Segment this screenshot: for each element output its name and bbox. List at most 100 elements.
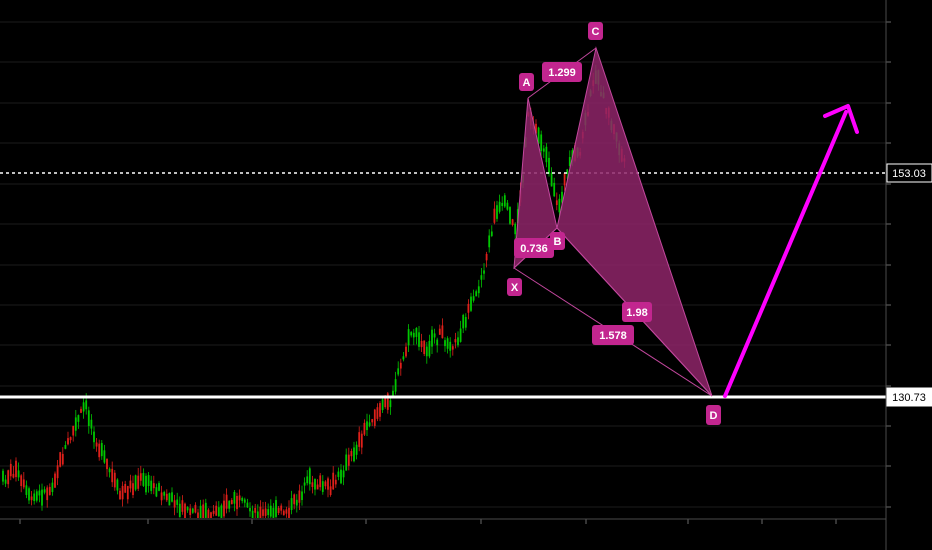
candle-body: [540, 134, 543, 152]
candle-body: [176, 499, 179, 505]
candle-body: [319, 475, 322, 488]
candle-body: [303, 482, 306, 486]
candle-body: [496, 205, 498, 219]
candle-body: [314, 479, 316, 490]
candle-body: [415, 327, 418, 337]
candle-body: [407, 329, 410, 346]
candle-body: [35, 491, 38, 501]
candle-body: [485, 253, 488, 261]
candle-body: [38, 490, 41, 496]
candle-body: [139, 473, 142, 481]
candle-body: [220, 505, 223, 518]
candle-body: [537, 127, 540, 144]
candle-body: [163, 491, 166, 496]
candle-body: [137, 475, 140, 489]
candle-body: [423, 340, 426, 355]
candle-body: [142, 473, 145, 486]
candle-body: [51, 482, 54, 493]
candle-body: [334, 479, 337, 485]
candle-body: [217, 507, 220, 517]
candle-body: [275, 500, 277, 517]
candle-body: [186, 507, 189, 511]
candle-body: [158, 483, 160, 491]
candle-body: [340, 469, 342, 484]
candle-body: [215, 505, 218, 516]
point-c-label: C: [588, 22, 603, 40]
candle-body: [285, 509, 288, 514]
candle-body: [277, 507, 280, 514]
candle-body: [412, 332, 415, 338]
candle-body: [15, 460, 17, 478]
candle-body: [509, 207, 511, 224]
candle-body: [256, 511, 259, 518]
candle-body: [327, 478, 329, 490]
candle-body: [197, 512, 199, 518]
candle-body: [204, 502, 207, 518]
candle-body: [324, 481, 327, 487]
candle-body: [230, 499, 233, 505]
candle-body: [152, 483, 155, 489]
candle-body: [111, 468, 114, 483]
candle-body: [568, 157, 571, 166]
candle-body: [503, 195, 506, 207]
candle-body: [511, 219, 514, 225]
candle-body: [168, 493, 171, 506]
svg-text:A: A: [523, 77, 531, 89]
candle-body: [545, 146, 548, 163]
candle-body: [48, 486, 51, 495]
candle-body: [514, 223, 517, 235]
candle-body: [363, 422, 366, 435]
candle-body: [267, 509, 270, 516]
candle-body: [119, 490, 121, 500]
candle-body: [332, 472, 335, 490]
candle-body: [342, 470, 345, 478]
candle-body: [555, 200, 558, 206]
candle-body: [129, 480, 132, 489]
candle-body: [85, 400, 88, 410]
candle-body: [90, 419, 93, 429]
candle-body: [184, 503, 186, 518]
candle-body: [399, 362, 402, 369]
candle-body: [347, 454, 350, 466]
candle-body: [20, 475, 23, 487]
candle-body: [477, 286, 480, 294]
projection-arrow[interactable]: [723, 104, 859, 398]
candle-body: [241, 497, 244, 502]
candle-body: [243, 499, 246, 503]
candle-body: [563, 173, 566, 186]
svg-text:D: D: [710, 410, 718, 422]
candle-body: [355, 444, 358, 455]
candle-body: [548, 157, 550, 174]
candlesticks: [2, 64, 626, 518]
candle-body: [124, 483, 127, 493]
chart-grid: [0, 21, 891, 524]
candle-body: [264, 508, 267, 516]
candle-body: [41, 489, 43, 506]
point-a-label: A: [519, 73, 534, 91]
candle-body: [4, 479, 7, 484]
harmonic-pattern[interactable]: X A B C D 0.736 1.299 1.98: [507, 22, 721, 425]
candle-body: [376, 407, 379, 419]
candle-body: [236, 495, 238, 510]
candle-body: [550, 173, 553, 187]
candle-body: [418, 332, 420, 347]
projection-arrow-head: [823, 104, 859, 134]
candle-body: [93, 431, 95, 443]
candle-body: [150, 480, 153, 492]
svg-text:C: C: [592, 26, 600, 38]
candle-body: [295, 499, 298, 506]
svg-text:1.299: 1.299: [548, 67, 576, 79]
candle-body: [228, 500, 231, 509]
candle-body: [433, 333, 436, 338]
candle-body: [202, 504, 205, 518]
candle-body: [467, 303, 470, 313]
candle-body: [69, 437, 72, 441]
candle-body: [160, 492, 163, 501]
candle-body: [475, 291, 478, 297]
candle-body: [464, 316, 467, 328]
candle-body: [132, 483, 134, 496]
candle-body: [488, 235, 491, 248]
candle-body: [301, 491, 303, 501]
